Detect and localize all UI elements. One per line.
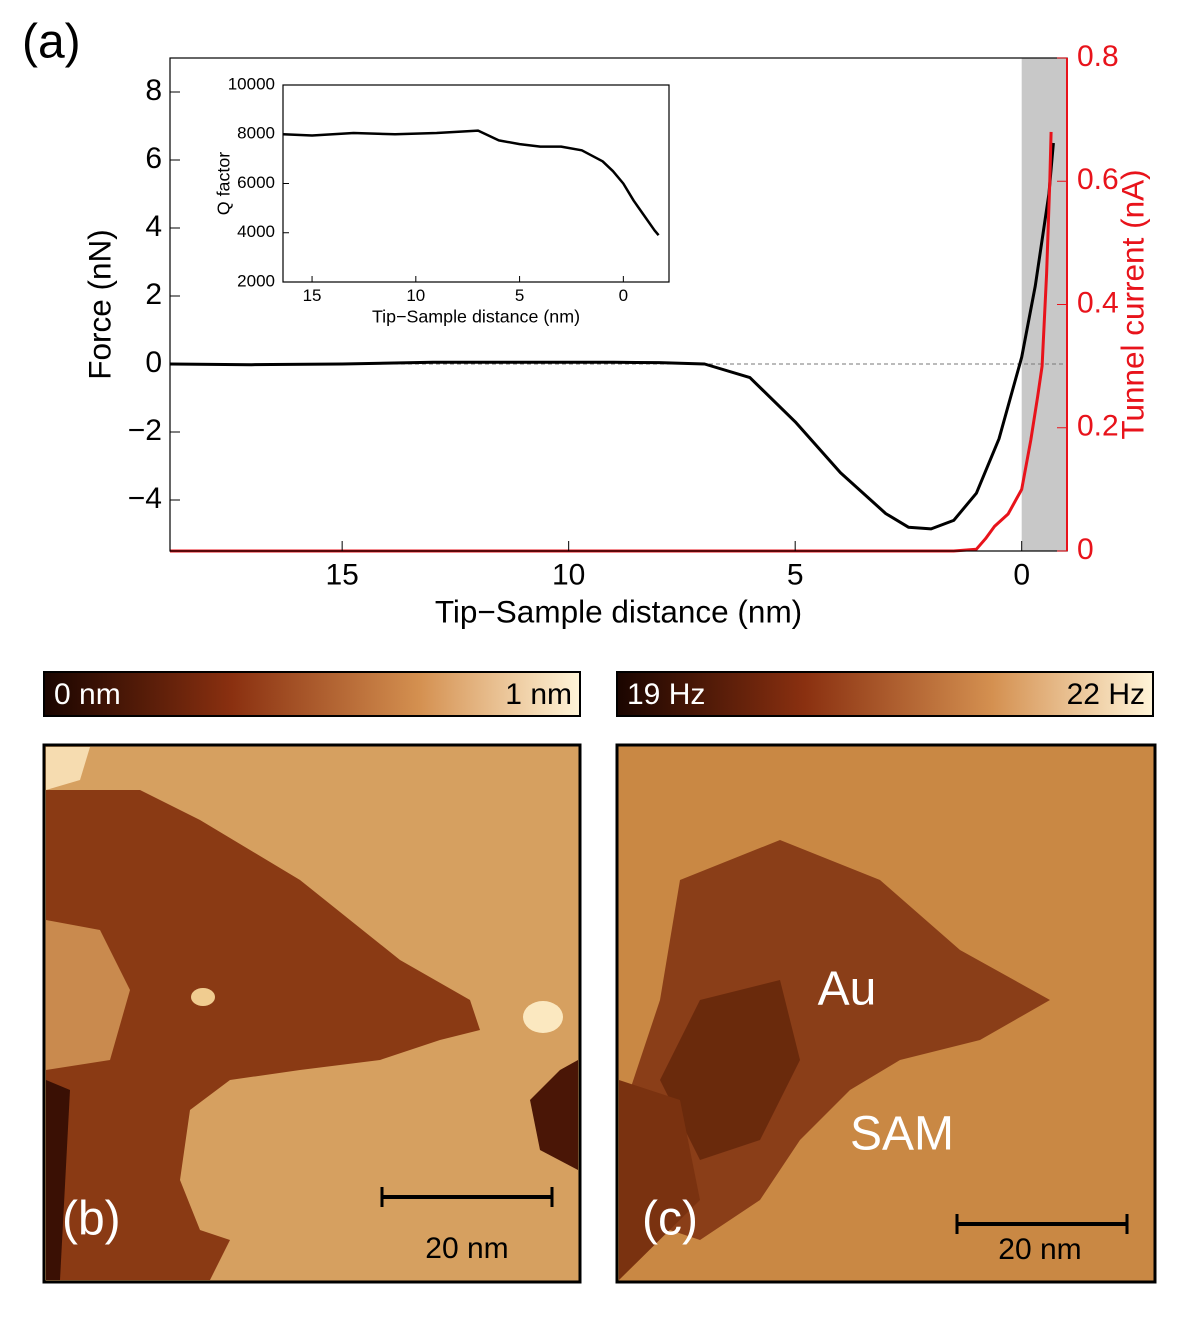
y-tick-label: 8 <box>145 74 162 107</box>
y-tick-label: 4 <box>145 210 162 243</box>
plot-area <box>283 85 669 282</box>
annotation: Au <box>818 963 877 1016</box>
colorbar <box>616 671 1154 717</box>
y-tick-label: 0 <box>145 346 162 379</box>
colorbar <box>43 671 581 717</box>
y-tick-label: 6000 <box>237 173 275 192</box>
y-tick-label: −4 <box>128 482 162 515</box>
x-tick-label: 10 <box>406 286 425 305</box>
x-axis-label: Tip−Sample distance (nm) <box>372 306 580 326</box>
colorbar-label: 22 Hz <box>1067 678 1145 711</box>
y2-tick-label: 0.4 <box>1077 286 1119 319</box>
y-tick-label: 2 <box>145 278 162 311</box>
afm-image <box>42 743 582 1284</box>
data-line <box>282 129 660 237</box>
panel-label: (c) <box>642 1193 698 1246</box>
y-tick-label: −2 <box>128 414 162 447</box>
scale-bar-label: 20 nm <box>998 1233 1081 1266</box>
y2-tick-label: 0 <box>1077 533 1094 566</box>
y-tick-label: 8000 <box>237 124 275 143</box>
colorbar-label: 0 nm <box>54 678 121 711</box>
panel-label: (a) <box>22 16 81 69</box>
annotation: SAM <box>850 1108 954 1161</box>
y2-axis-label: Tunnel current (nA) <box>1114 169 1150 439</box>
y2-tick-label: 0.8 <box>1077 40 1119 73</box>
y-axis-label: Q factor <box>214 152 234 216</box>
x-tick-label: 0 <box>619 286 628 305</box>
colorbar-label: 19 Hz <box>627 678 705 711</box>
y-axis-label: Force (nN) <box>81 229 117 380</box>
y-tick-label: 2000 <box>237 271 275 290</box>
y-tick-label: 4000 <box>237 222 275 241</box>
x-tick-label: 0 <box>1013 558 1030 591</box>
y-tick-label: 6 <box>145 142 162 175</box>
x-axis-label: Tip−Sample distance (nm) <box>435 593 802 629</box>
y-tick-label: 10000 <box>228 74 275 93</box>
x-tick-label: 10 <box>552 558 585 591</box>
scale-bar-label: 20 nm <box>425 1232 508 1265</box>
y2-tick-label: 0.6 <box>1077 163 1119 196</box>
colorbar-label: 1 nm <box>505 678 572 711</box>
panel-label: (b) <box>62 1193 121 1246</box>
x-tick-label: 5 <box>787 558 804 591</box>
data-line <box>169 142 1055 531</box>
y2-tick-label: 0.2 <box>1077 410 1119 443</box>
x-tick-label: 15 <box>325 558 358 591</box>
x-tick-label: 5 <box>515 286 524 305</box>
x-tick-label: 15 <box>303 286 322 305</box>
afm-image <box>615 743 1157 1284</box>
